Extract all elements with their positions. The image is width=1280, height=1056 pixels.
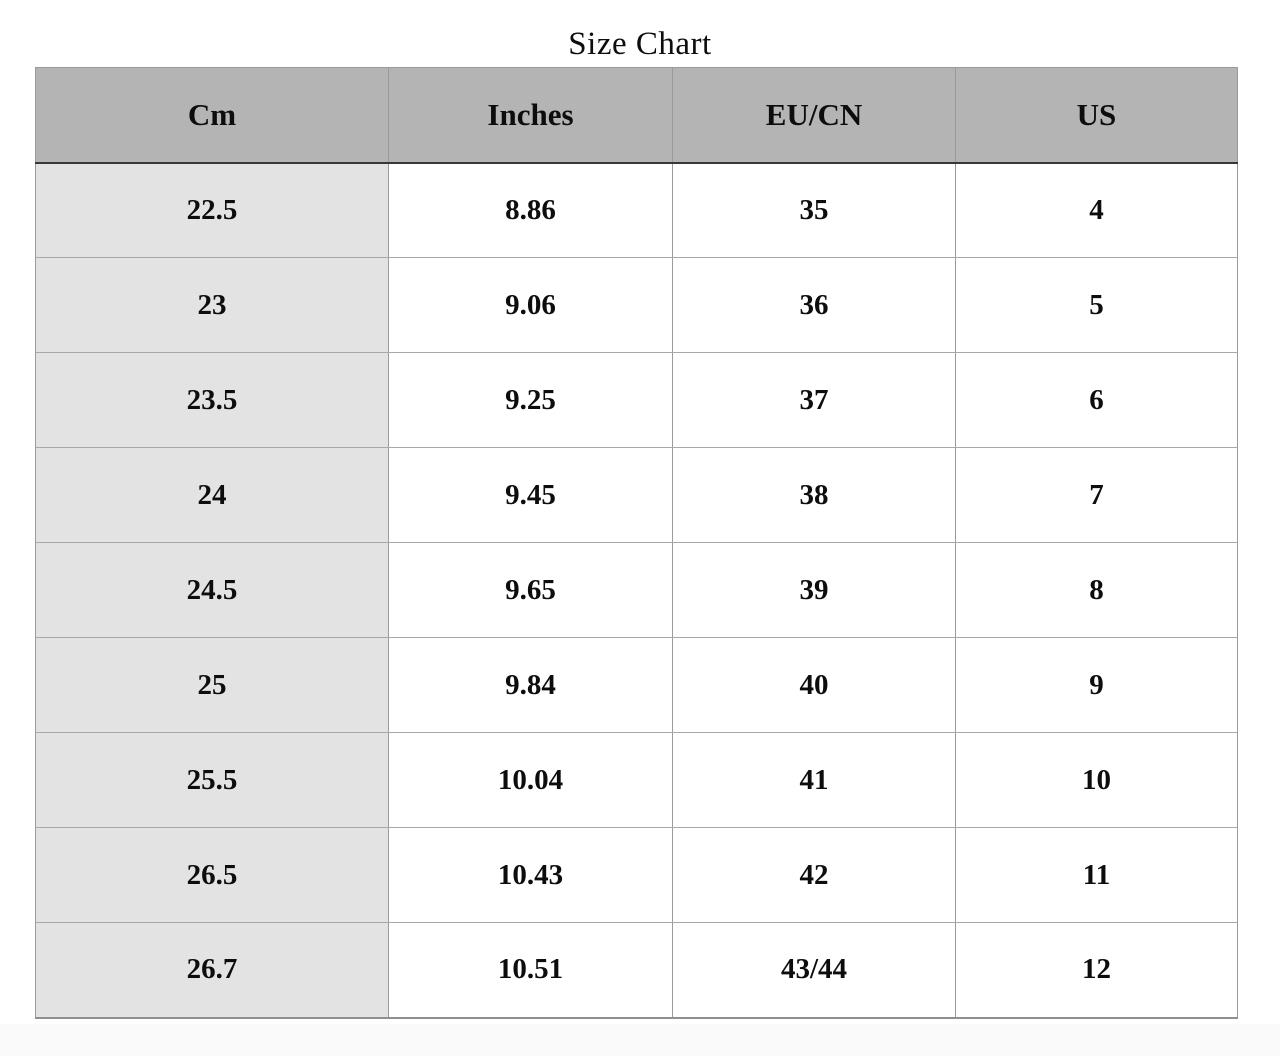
footer-strip	[0, 1024, 1280, 1056]
cell-us: 4	[955, 162, 1238, 258]
column-header-eu-cn: EU/CN	[672, 67, 956, 164]
table-row: 25.5 10.04 41 10	[35, 732, 1238, 828]
cell-cm: 24.5	[35, 542, 389, 638]
cell-us: 5	[955, 257, 1238, 353]
cell-inches: 10.43	[388, 827, 673, 923]
table-row: 24 9.45 38 7	[35, 447, 1238, 543]
cell-eu-cn: 38	[672, 447, 956, 543]
cell-inches: 10.51	[388, 922, 673, 1018]
column-header-inches: Inches	[388, 67, 673, 164]
cell-inches: 9.65	[388, 542, 673, 638]
cell-us: 7	[955, 447, 1238, 543]
cell-cm: 23	[35, 257, 389, 353]
table-row: 22.5 8.86 35 4	[35, 162, 1238, 258]
cell-cm: 22.5	[35, 162, 389, 258]
cell-eu-cn: 36	[672, 257, 956, 353]
cell-us: 9	[955, 637, 1238, 733]
cell-us: 10	[955, 732, 1238, 828]
cell-cm: 24	[35, 447, 389, 543]
cell-inches: 9.45	[388, 447, 673, 543]
cell-cm: 23.5	[35, 352, 389, 448]
cell-inches: 10.04	[388, 732, 673, 828]
cell-eu-cn: 43/44	[672, 922, 956, 1018]
cell-cm: 26.7	[35, 922, 389, 1018]
cell-us: 8	[955, 542, 1238, 638]
cell-inches: 8.86	[388, 162, 673, 258]
cell-eu-cn: 41	[672, 732, 956, 828]
cell-eu-cn: 40	[672, 637, 956, 733]
cell-inches: 9.06	[388, 257, 673, 353]
column-header-cm: Cm	[35, 67, 389, 164]
cell-cm: 26.5	[35, 827, 389, 923]
cell-us: 6	[955, 352, 1238, 448]
cell-us: 11	[955, 827, 1238, 923]
table-row: 26.5 10.43 42 11	[35, 827, 1238, 923]
cell-inches: 9.25	[388, 352, 673, 448]
size-chart-table: Cm Inches EU/CN US 22.5 8.86 35 4 23 9.0…	[35, 67, 1238, 1019]
cell-eu-cn: 35	[672, 162, 956, 258]
cell-us: 12	[955, 922, 1238, 1018]
cell-inches: 9.84	[388, 637, 673, 733]
table-row: 23 9.06 36 5	[35, 257, 1238, 353]
table-row: 25 9.84 40 9	[35, 637, 1238, 733]
header-row: Cm Inches EU/CN US	[35, 67, 1238, 164]
column-header-us: US	[955, 67, 1238, 164]
page-title: Size Chart	[568, 26, 712, 62]
table-row: 26.7 10.51 43/44 12	[35, 922, 1238, 1018]
cell-eu-cn: 39	[672, 542, 956, 638]
cell-cm: 25	[35, 637, 389, 733]
table-row: 23.5 9.25 37 6	[35, 352, 1238, 448]
table-row: 24.5 9.65 39 8	[35, 542, 1238, 638]
cell-cm: 25.5	[35, 732, 389, 828]
cell-eu-cn: 42	[672, 827, 956, 923]
cell-eu-cn: 37	[672, 352, 956, 448]
